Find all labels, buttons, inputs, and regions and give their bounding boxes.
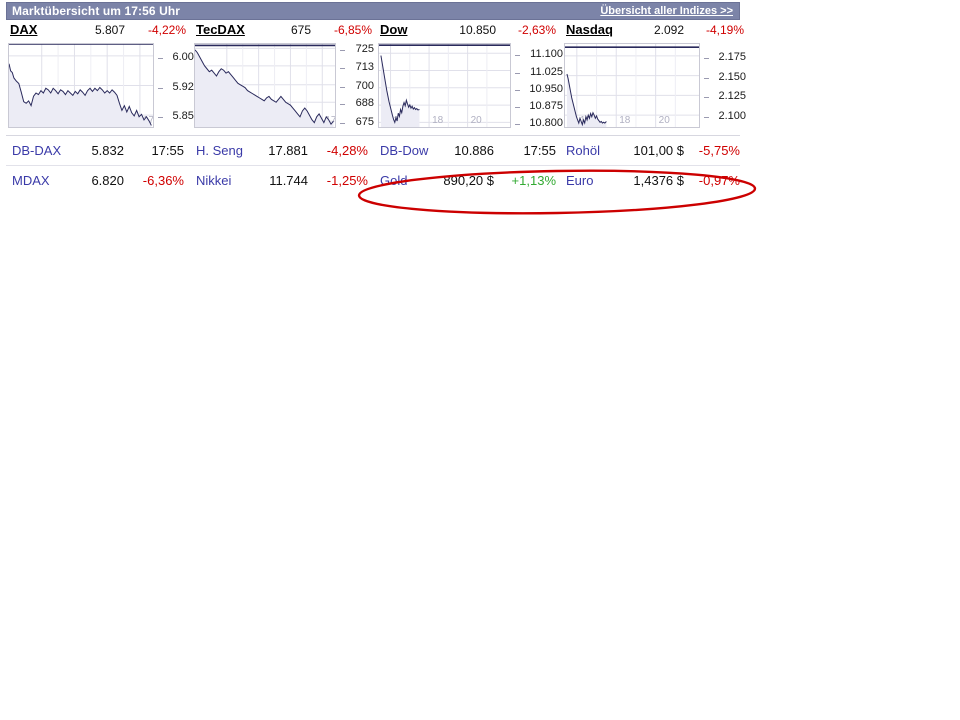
- row0-extra-1: -4,28%: [326, 143, 368, 158]
- row0-label-1[interactable]: H. Seng: [196, 143, 243, 158]
- index-value-dax: 5.807: [94, 23, 125, 37]
- chart-ytick-label: 2.125: [718, 90, 746, 103]
- chart-ylabels-tecdax: 725 713 700 688 675: [340, 43, 374, 128]
- row0-extra-3: -5,75%: [698, 143, 740, 158]
- row0-value-1: 17.881: [268, 143, 308, 158]
- row0-value-2: 10.886: [454, 143, 494, 158]
- row1-value-3: 1,4376 $: [633, 173, 684, 188]
- index-summary-nasdaq: Nasdaq 2.092 -4,19%: [566, 22, 746, 40]
- index-header-row: DAX 5.807 -4,22% TecDAX 675 -6,85% Dow 1…: [6, 20, 744, 40]
- row1-label-2[interactable]: Gold: [380, 173, 408, 188]
- chart-plot-nasdaq[interactable]: 161820: [564, 43, 700, 128]
- page-title: Marktübersicht um 17:56 Uhr: [12, 4, 181, 18]
- index-summary-tecdax: TecDAX 675 -6,85%: [196, 22, 376, 40]
- row1-value-1: 11.744: [269, 173, 308, 188]
- chart-panel-dax: 11131517 6.000 5.925 5.850: [8, 40, 200, 135]
- row1-value-0: 6.820: [91, 173, 124, 188]
- charts-strip: 11131517 6.000 5.925 5.850 11131517 725 713…: [6, 40, 746, 135]
- chart-ytick-label: 10.950: [529, 82, 563, 95]
- chart-ylabels-nasdaq: 2.175 2.150 2.125 2.100: [704, 43, 746, 128]
- row1-extra-3: -0,97%: [698, 173, 740, 188]
- row0-extra-2: 17:55: [523, 143, 556, 158]
- market-overview-widget: Marktübersicht um 17:56 Uhr Übersicht al…: [6, 2, 746, 195]
- row0-extra-0: 17:55: [151, 143, 184, 158]
- widget-titlebar: Marktübersicht um 17:56 Uhr Übersicht al…: [6, 2, 740, 20]
- row1-label-1[interactable]: Nikkei: [196, 173, 232, 188]
- index-change-dax: -4,22%: [147, 23, 186, 37]
- chart-ytick-label: 2.175: [718, 50, 746, 63]
- row0-value-0: 5.832: [91, 143, 124, 158]
- chart-ytick-label: 11.100: [530, 48, 563, 61]
- row0-value-3: 101,00 $: [633, 143, 684, 158]
- index-value-nasdaq: 2.092: [653, 23, 684, 37]
- svg-text:18: 18: [432, 115, 444, 126]
- chart-ytick-label: 11.025: [530, 65, 563, 78]
- table-row: DB-DAX 5.832 17:55 H. Seng 17.881 -4,28%…: [6, 135, 740, 165]
- index-value-tecdax: 675: [290, 23, 311, 37]
- row1-extra-0: -6,36%: [142, 173, 184, 188]
- index-summary-dax: DAX 5.807 -4,22%: [10, 22, 190, 40]
- svg-text:20: 20: [471, 115, 483, 126]
- chart-ytick-label: 10.800: [529, 117, 563, 130]
- svg-text:18: 18: [619, 115, 631, 126]
- svg-text:17: 17: [325, 115, 335, 126]
- row1-extra-1: -1,25%: [326, 173, 368, 188]
- chart-ytick-label: 5.925: [172, 80, 200, 93]
- index-change-dow: -2,63%: [517, 23, 556, 37]
- index-change-nasdaq: -4,19%: [705, 23, 744, 37]
- row0-label-2[interactable]: DB-Dow: [380, 143, 429, 158]
- row0-label-3[interactable]: Rohöl: [566, 143, 600, 158]
- all-indices-link[interactable]: Übersicht aller Indizes >>: [600, 5, 733, 17]
- index-value-dow: 10.850: [459, 23, 496, 37]
- chart-ylabels-dax: 6.000 5.925 5.850: [158, 43, 200, 128]
- chart-plot-dow[interactable]: 161820: [378, 43, 511, 128]
- chart-ytick-label: 725: [355, 43, 374, 56]
- index-summary-dow: Dow 10.850 -2,63%: [380, 22, 560, 40]
- row1-value-2: 890,20 $: [443, 173, 494, 188]
- chart-plot-tecdax[interactable]: 11131517: [194, 43, 336, 128]
- chart-ytick-label: 688: [355, 97, 374, 110]
- row1-label-3[interactable]: Euro: [566, 173, 594, 188]
- chart-ytick-label: 2.100: [718, 110, 746, 123]
- chart-ytick-label: 700: [355, 79, 374, 92]
- row0-label-0[interactable]: DB-DAX: [12, 143, 62, 158]
- row1-extra-2: +1,13%: [511, 173, 556, 188]
- chart-ylabels-dow: 11.100 11.025 10.950 10.875 10.800: [515, 43, 563, 130]
- chart-ytick-label: 675: [355, 116, 374, 129]
- index-name-nasdaq[interactable]: Nasdaq: [566, 22, 613, 37]
- chart-ytick-label: 6.000: [172, 50, 200, 63]
- index-name-dax[interactable]: DAX: [10, 22, 38, 37]
- svg-text:20: 20: [659, 115, 671, 126]
- chart-ytick-label: 2.150: [718, 70, 746, 83]
- chart-plot-dax[interactable]: 11131517: [8, 43, 154, 128]
- index-name-tecdax[interactable]: TecDAX: [196, 22, 245, 37]
- chart-panel-tecdax: 11131517 725 713 700 688 675: [194, 40, 376, 135]
- row1-label-0[interactable]: MDAX: [12, 173, 50, 188]
- chart-ytick-label: 5.850: [172, 110, 200, 123]
- table-row: MDAX 6.820 -6,36% Nikkei 11.744 -1,25% G…: [6, 165, 740, 195]
- index-name-dow[interactable]: Dow: [380, 22, 408, 37]
- chart-ytick-label: 713: [355, 60, 374, 73]
- index-change-tecdax: -6,85%: [333, 23, 372, 37]
- chart-ytick-label: 10.875: [529, 100, 563, 113]
